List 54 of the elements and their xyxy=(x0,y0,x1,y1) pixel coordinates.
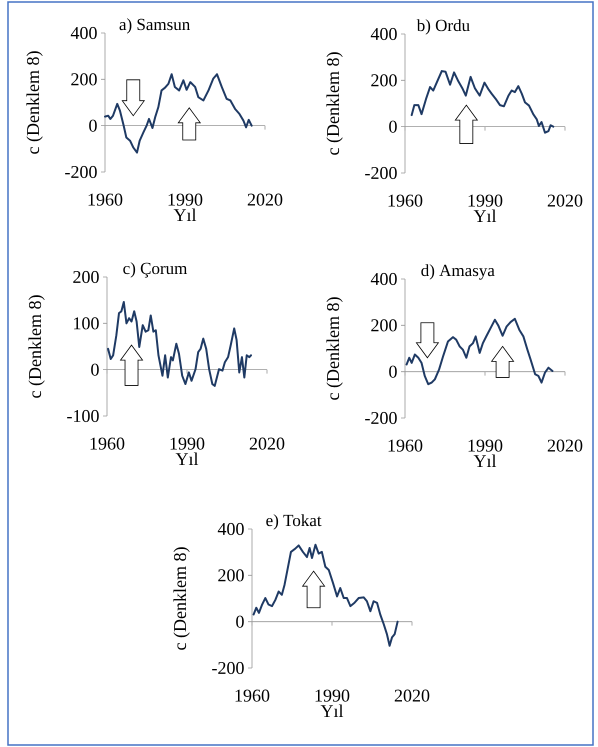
y-axis-title: c (Denklem 8) xyxy=(26,51,43,154)
y-axis-title: c (Denklem 8) xyxy=(326,52,343,155)
x-tick-label: 1990 xyxy=(468,440,502,452)
x-tick-label: 1960 xyxy=(236,690,270,702)
chart-title: c) Çorum xyxy=(123,262,188,278)
x-tick-label: 1960 xyxy=(90,438,124,450)
y-tick-label: 0 xyxy=(389,366,397,378)
y-tick-label: 400 xyxy=(70,26,97,40)
y-tick-label: 200 xyxy=(71,73,97,86)
y-tick-label: 200 xyxy=(371,319,397,332)
chart-title: b) Ordu xyxy=(416,19,470,35)
x-axis-title: Yıl xyxy=(474,454,496,468)
line-series xyxy=(107,301,252,387)
y-tick-label: 400 xyxy=(370,272,397,286)
x-tick-label: 2020 xyxy=(548,194,582,207)
y-tick-label: 0 xyxy=(89,120,97,132)
x-tick-label: 2020 xyxy=(248,194,282,206)
y-tick-label: 400 xyxy=(218,522,244,536)
x-tick-label: 1960 xyxy=(88,194,122,206)
x-axis-title: Yıl xyxy=(174,208,196,222)
x-tick-label: 2020 xyxy=(394,690,430,702)
chart-title: e) Tokat xyxy=(266,514,322,530)
y-tick-label: 0 xyxy=(236,616,244,628)
y-axis-title: c (Denklem 8) xyxy=(326,297,343,400)
line-series xyxy=(406,318,554,386)
x-axis-title: Yıl xyxy=(176,452,198,466)
y-tick-label: -100 xyxy=(67,410,99,422)
y-axis-title: c (Denklem 8) xyxy=(28,295,45,398)
x-axis-title: Yıl xyxy=(320,704,344,718)
x-tick-label: 2020 xyxy=(548,440,582,452)
line-series xyxy=(410,70,554,134)
y-tick-label: 100 xyxy=(74,317,99,330)
x-tick-label: 1990 xyxy=(468,194,502,207)
y-tick-label: -200 xyxy=(365,412,397,424)
y-tick-label: 200 xyxy=(218,569,244,582)
x-tick-label: 1960 xyxy=(388,440,422,452)
x-tick-label: 1990 xyxy=(316,690,350,702)
x-tick-label: 2020 xyxy=(250,438,284,450)
y-tick-label: 200 xyxy=(73,270,99,284)
x-tick-label: 1960 xyxy=(388,194,422,207)
y-tick-label: 400 xyxy=(370,28,397,40)
y-tick-label: -200 xyxy=(212,662,244,674)
y-tick-label: -200 xyxy=(65,166,97,178)
line-series xyxy=(104,73,253,154)
y-tick-label: 0 xyxy=(389,120,397,133)
x-tick-label: 1990 xyxy=(170,438,204,450)
y-tick-label: -200 xyxy=(365,166,397,180)
chart-title: d) Amasya xyxy=(421,264,495,280)
chart-title: a) Samsun xyxy=(120,18,190,34)
y-axis-title: c (Denklem 8) xyxy=(173,547,190,650)
x-axis-title: Yıl xyxy=(474,210,496,222)
y-tick-label: 0 xyxy=(91,364,99,376)
y-tick-label: 200 xyxy=(371,74,397,86)
x-tick-label: 1990 xyxy=(168,194,202,206)
